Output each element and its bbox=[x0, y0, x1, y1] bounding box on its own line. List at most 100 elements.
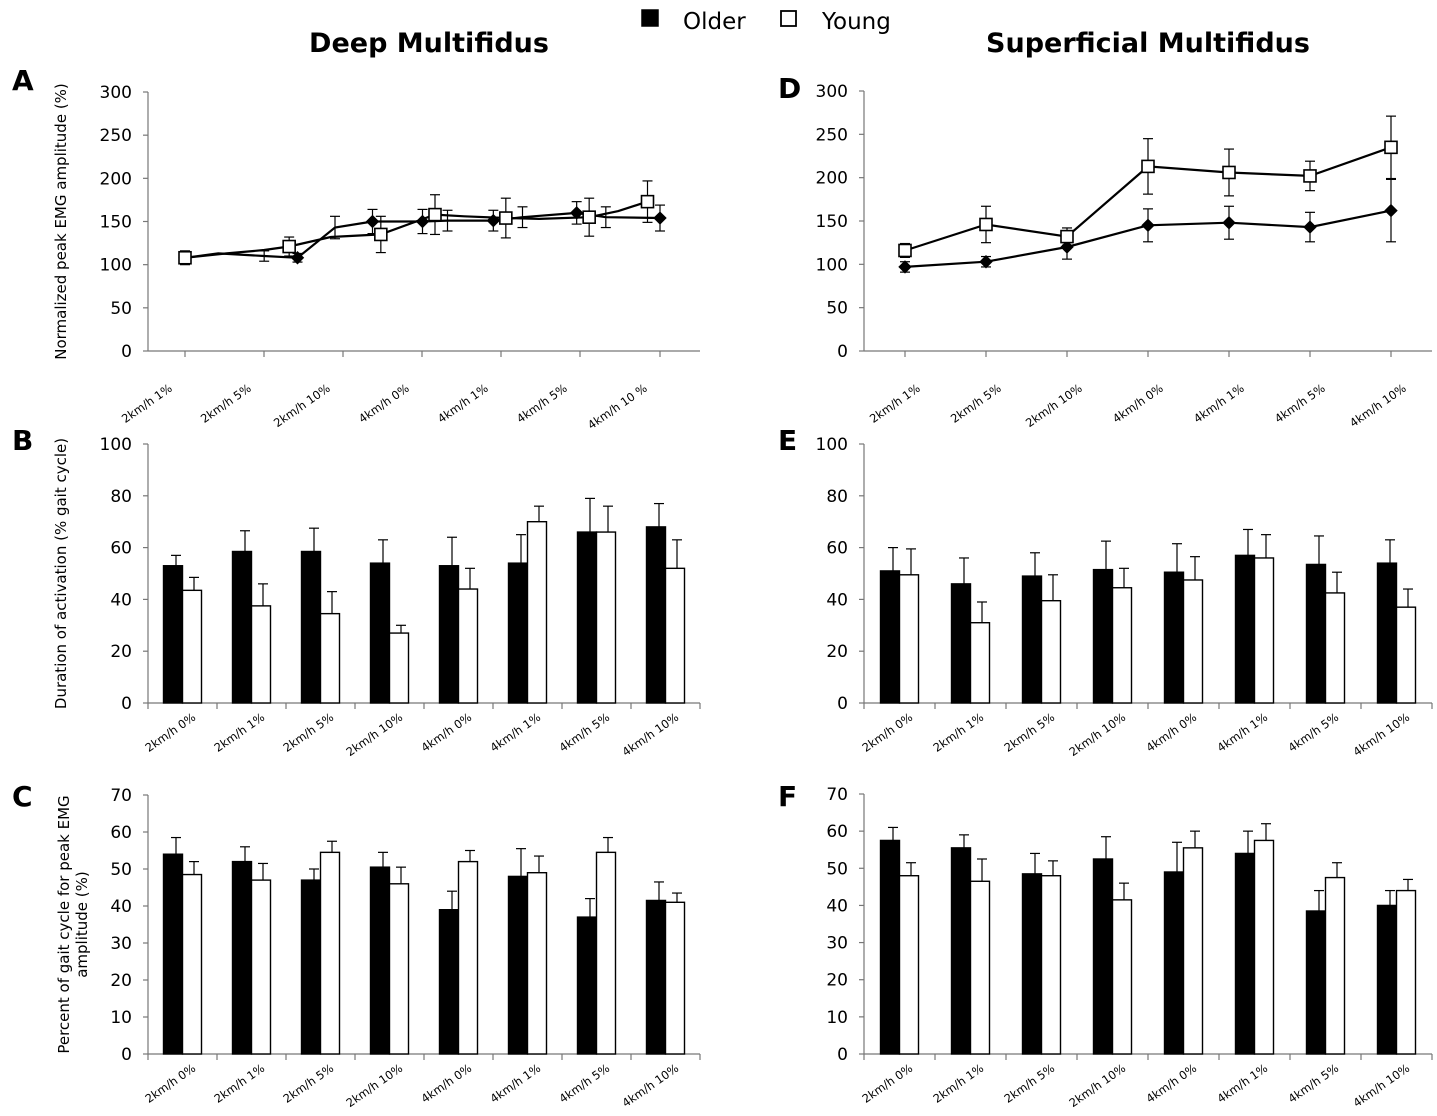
x-tick-label: 4km/h 1% bbox=[487, 710, 543, 755]
x-tick-label: 2km/h 1% bbox=[119, 381, 175, 426]
y-tick-label: 40 bbox=[826, 896, 848, 916]
x-tick-label: 2km/h 0% bbox=[859, 710, 915, 755]
bar-young bbox=[969, 880, 991, 1055]
x-tick-label: 2km/h 0% bbox=[859, 1061, 915, 1106]
x-tick-label: 4km/h 0% bbox=[418, 1061, 474, 1106]
x-tick-label: 2km/h 5% bbox=[1001, 1061, 1057, 1106]
x-tick-label: 4km/h 10% bbox=[1350, 710, 1412, 759]
bar-young bbox=[595, 851, 617, 1055]
bar-older bbox=[1092, 858, 1114, 1055]
y-tick-label: 250 bbox=[816, 125, 848, 145]
x-tick-label: 2km/h 5% bbox=[198, 381, 254, 426]
y-tick-label: 20 bbox=[826, 971, 848, 991]
panel-e: E 0 20 40 60 80 100 2km/h 0% 2km/h 1% 2km/h 5% 2km… bbox=[778, 424, 1433, 759]
y-tick-label: 60 bbox=[110, 823, 132, 843]
x-tick-label: 4km/h 1% bbox=[487, 1061, 543, 1106]
x-tick-label: 4km/h 10% bbox=[619, 1061, 681, 1110]
column-title-superficial: Superficial Multifidus bbox=[986, 28, 1310, 59]
y-tick-label: 200 bbox=[100, 169, 132, 189]
bar-young bbox=[319, 851, 341, 1055]
y-tick-label: 30 bbox=[826, 934, 848, 954]
x-tick-label: 4km/h 0% bbox=[418, 710, 474, 755]
bar-older bbox=[1163, 571, 1185, 704]
y-tick-label: 70 bbox=[110, 786, 132, 806]
bar-young bbox=[1182, 847, 1204, 1055]
bar-older bbox=[162, 853, 184, 1055]
y-tick-label: 300 bbox=[100, 83, 132, 103]
x-tick-label: 2km/h 1% bbox=[211, 710, 267, 755]
point-older bbox=[1384, 203, 1398, 218]
x-tick-label: 4km/h 5% bbox=[556, 710, 612, 755]
x-tick-label: 2km/h 10% bbox=[1023, 381, 1085, 430]
y-tick-label: 50 bbox=[110, 299, 132, 319]
point-young bbox=[979, 217, 993, 232]
bar-older bbox=[162, 565, 184, 704]
y-tick-label: 0 bbox=[121, 342, 132, 362]
bar-young bbox=[898, 574, 920, 704]
y-tick-label: 50 bbox=[826, 299, 848, 319]
x-tick-label: 2km/h 5% bbox=[1001, 710, 1057, 755]
bar-older bbox=[1092, 568, 1114, 704]
point-older bbox=[365, 214, 380, 229]
y-tick-label: 10 bbox=[110, 1008, 132, 1028]
bar-young bbox=[319, 612, 341, 704]
column-title-deep: Deep Multifidus bbox=[309, 28, 549, 59]
y-tick-label: 150 bbox=[100, 213, 132, 233]
bar-young bbox=[388, 883, 410, 1055]
x-tick-label: 4km/h 1% bbox=[1214, 710, 1270, 755]
x-tick-label: 2km/h 0% bbox=[142, 1061, 198, 1106]
bar-older bbox=[879, 839, 901, 1055]
point-young bbox=[428, 207, 442, 222]
bar-older bbox=[645, 899, 667, 1055]
bar-older bbox=[231, 860, 253, 1055]
y-tick-label: 30 bbox=[110, 934, 132, 954]
y-tick-label: 60 bbox=[110, 539, 132, 559]
legend-young-swatch bbox=[780, 10, 797, 27]
bar-young bbox=[526, 521, 548, 704]
x-tick-label: 2km/h 5% bbox=[280, 710, 336, 755]
legend: Older Young bbox=[641, 9, 891, 35]
point-older bbox=[1303, 220, 1317, 234]
bar-older bbox=[879, 570, 901, 704]
panel-letter-f: F bbox=[778, 780, 797, 813]
bar-older bbox=[950, 847, 972, 1055]
y-tick-label: 70 bbox=[826, 785, 848, 805]
bar-young bbox=[1182, 579, 1204, 704]
y-tick-label: 250 bbox=[100, 126, 132, 146]
panel-c: C 0 10 20 30 40 50 60 70 Percent of gait cycle fo… bbox=[12, 780, 701, 1110]
bar-older bbox=[438, 565, 460, 704]
bar-young bbox=[457, 588, 479, 704]
x-tick-label: 4km/h 0% bbox=[356, 381, 412, 426]
y-tick-label: 40 bbox=[110, 897, 132, 917]
panel-letter-c: C bbox=[12, 780, 33, 813]
bar-older bbox=[507, 562, 529, 704]
bar-young bbox=[250, 879, 272, 1055]
bar-older bbox=[1234, 852, 1256, 1055]
y-tick-label: 60 bbox=[826, 539, 848, 559]
bar-older bbox=[1376, 904, 1398, 1055]
x-tick-label: 2km/h 10% bbox=[343, 710, 405, 759]
bar-young bbox=[250, 605, 272, 704]
y-axis-label: Percent of gait cycle for peak EMGamplit… bbox=[55, 795, 91, 1053]
x-tick-label: 2km/h 10% bbox=[271, 381, 333, 430]
x-tick-label: 2km/h 5% bbox=[280, 1061, 336, 1106]
point-older bbox=[979, 255, 993, 269]
bar-older bbox=[576, 531, 598, 704]
bar-young bbox=[181, 589, 203, 704]
bar-older bbox=[369, 562, 391, 704]
legend-older-label: Older bbox=[683, 9, 746, 35]
x-tick-label: 4km/h 5% bbox=[1272, 381, 1328, 426]
y-tick-label: 150 bbox=[816, 212, 848, 232]
x-tick-label: 4km/h 1% bbox=[435, 381, 491, 426]
x-tick-label: 4km/h 10% bbox=[1350, 1061, 1412, 1110]
panel-d: D 0 50 100 150 200 250 300 2km/h 1% 2km/h 5% 2km/h… bbox=[778, 72, 1432, 430]
legend-young-label: Young bbox=[821, 9, 891, 35]
bar-young bbox=[664, 567, 686, 704]
bar-young bbox=[1395, 889, 1417, 1055]
y-tick-label: 20 bbox=[110, 971, 132, 991]
y-axis-label: Normalized peak EMG amplitude (%) bbox=[52, 83, 70, 360]
bar-young bbox=[1040, 875, 1062, 1055]
x-tick-label: 2km/h 10% bbox=[1066, 1061, 1128, 1110]
y-axis-label: Duration of activation (% gait cycle) bbox=[52, 438, 70, 709]
